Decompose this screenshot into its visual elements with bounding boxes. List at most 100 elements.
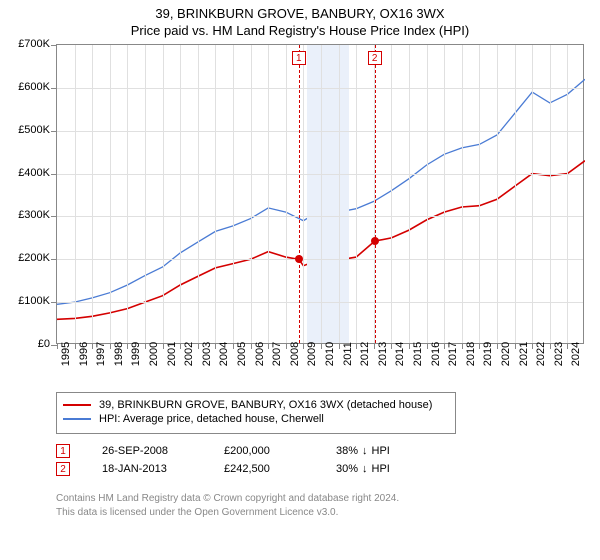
x-axis-label: 2011 <box>342 342 354 366</box>
gridline-v <box>163 45 164 343</box>
x-axis-label: 2019 <box>482 342 494 366</box>
footer-attribution: Contains HM Land Registry data © Crown c… <box>56 492 399 519</box>
sales-price: £242,500 <box>224 463 304 475</box>
arrow-down-icon: ↓ <box>362 463 368 475</box>
sale-marker-line <box>299 45 300 343</box>
x-tick <box>567 343 568 349</box>
y-tick <box>51 174 57 175</box>
sales-diff-pct: 30% <box>336 463 358 475</box>
legend-item: 39, BRINKBURN GROVE, BANBURY, OX16 3WX (… <box>63 399 449 411</box>
gridline-v <box>427 45 428 343</box>
title-line-2: Price paid vs. HM Land Registry's House … <box>0 23 600 38</box>
legend-swatch <box>63 404 91 406</box>
arrow-down-icon: ↓ <box>362 445 368 457</box>
gridline-v <box>110 45 111 343</box>
plot-area: 12 <box>56 44 584 344</box>
x-tick <box>515 343 516 349</box>
gridline-h <box>57 216 583 217</box>
y-axis-label: £300K <box>0 209 50 221</box>
gridline-v <box>180 45 181 343</box>
x-axis-label: 2015 <box>412 342 424 366</box>
x-tick <box>92 343 93 349</box>
footer-line-1: Contains HM Land Registry data © Crown c… <box>56 492 399 506</box>
gridline-v <box>567 45 568 343</box>
legend-swatch <box>63 418 91 420</box>
sale-dot <box>295 255 303 263</box>
gridline-v <box>409 45 410 343</box>
x-axis-label: 2016 <box>430 342 442 366</box>
gridline-v <box>497 45 498 343</box>
x-axis-label: 1998 <box>113 342 125 366</box>
x-tick <box>215 343 216 349</box>
x-axis-label: 1999 <box>130 342 142 366</box>
x-tick <box>127 343 128 349</box>
x-axis-label: 2007 <box>271 342 283 366</box>
sale-marker-box: 1 <box>292 51 306 65</box>
gridline-v <box>198 45 199 343</box>
x-axis-label: 2022 <box>535 342 547 366</box>
sales-row: 218-JAN-2013£242,50030%↓HPI <box>56 462 390 476</box>
gridline-v <box>321 45 322 343</box>
sales-index-box: 1 <box>56 444 70 458</box>
x-tick <box>479 343 480 349</box>
y-axis-label: £600K <box>0 81 50 93</box>
legend-label: 39, BRINKBURN GROVE, BANBURY, OX16 3WX (… <box>99 399 432 411</box>
y-tick <box>51 88 57 89</box>
x-axis-label: 2018 <box>465 342 477 366</box>
x-axis-label: 2002 <box>183 342 195 366</box>
sales-row: 126-SEP-2008£200,00038%↓HPI <box>56 444 390 458</box>
x-tick <box>321 343 322 349</box>
gridline-v <box>515 45 516 343</box>
x-axis-label: 2014 <box>394 342 406 366</box>
recession-band <box>307 45 349 343</box>
gridline-h <box>57 302 583 303</box>
sales-hpi-label: HPI <box>372 445 390 457</box>
x-tick <box>268 343 269 349</box>
gridline-h <box>57 88 583 89</box>
gridline-v <box>233 45 234 343</box>
y-tick <box>51 302 57 303</box>
x-tick <box>497 343 498 349</box>
x-axis-label: 1997 <box>95 342 107 366</box>
gridline-v <box>286 45 287 343</box>
sales-diff: 38% ↓ HPI <box>336 445 390 457</box>
gridline-h <box>57 174 583 175</box>
y-tick <box>51 216 57 217</box>
x-axis-label: 2008 <box>289 342 301 366</box>
x-axis-label: 2005 <box>236 342 248 366</box>
sale-dot <box>371 237 379 245</box>
x-axis-label: 2000 <box>148 342 160 366</box>
x-tick <box>427 343 428 349</box>
x-tick <box>339 343 340 349</box>
gridline-v <box>75 45 76 343</box>
y-tick <box>51 45 57 46</box>
sales-date: 26-SEP-2008 <box>102 445 192 457</box>
gridline-v <box>462 45 463 343</box>
sales-index-box: 2 <box>56 462 70 476</box>
x-tick <box>356 343 357 349</box>
sales-diff-pct: 38% <box>336 445 358 457</box>
legend-item: HPI: Average price, detached house, Cher… <box>63 413 449 425</box>
gridline-h <box>57 259 583 260</box>
y-axis-label: £100K <box>0 295 50 307</box>
chart-area: 12 £0£100K£200K£300K£400K£500K£600K£700K… <box>0 44 600 384</box>
chart-container: 39, BRINKBURN GROVE, BANBURY, OX16 3WX P… <box>0 0 600 560</box>
gridline-v <box>479 45 480 343</box>
x-tick <box>110 343 111 349</box>
x-tick <box>57 343 58 349</box>
x-axis-label: 2001 <box>166 342 178 366</box>
x-axis-label: 2003 <box>201 342 213 366</box>
x-axis-label: 2023 <box>553 342 565 366</box>
x-tick <box>444 343 445 349</box>
y-axis-label: £0 <box>0 338 50 350</box>
gridline-v <box>550 45 551 343</box>
gridline-v <box>145 45 146 343</box>
x-tick <box>233 343 234 349</box>
sales-table: 126-SEP-2008£200,00038%↓HPI218-JAN-2013£… <box>56 440 390 480</box>
gridline-v <box>268 45 269 343</box>
sale-marker-line <box>375 45 376 343</box>
gridline-v <box>391 45 392 343</box>
gridline-v <box>444 45 445 343</box>
sales-diff: 30%↓HPI <box>336 463 390 475</box>
x-axis-label: 2013 <box>377 342 389 366</box>
